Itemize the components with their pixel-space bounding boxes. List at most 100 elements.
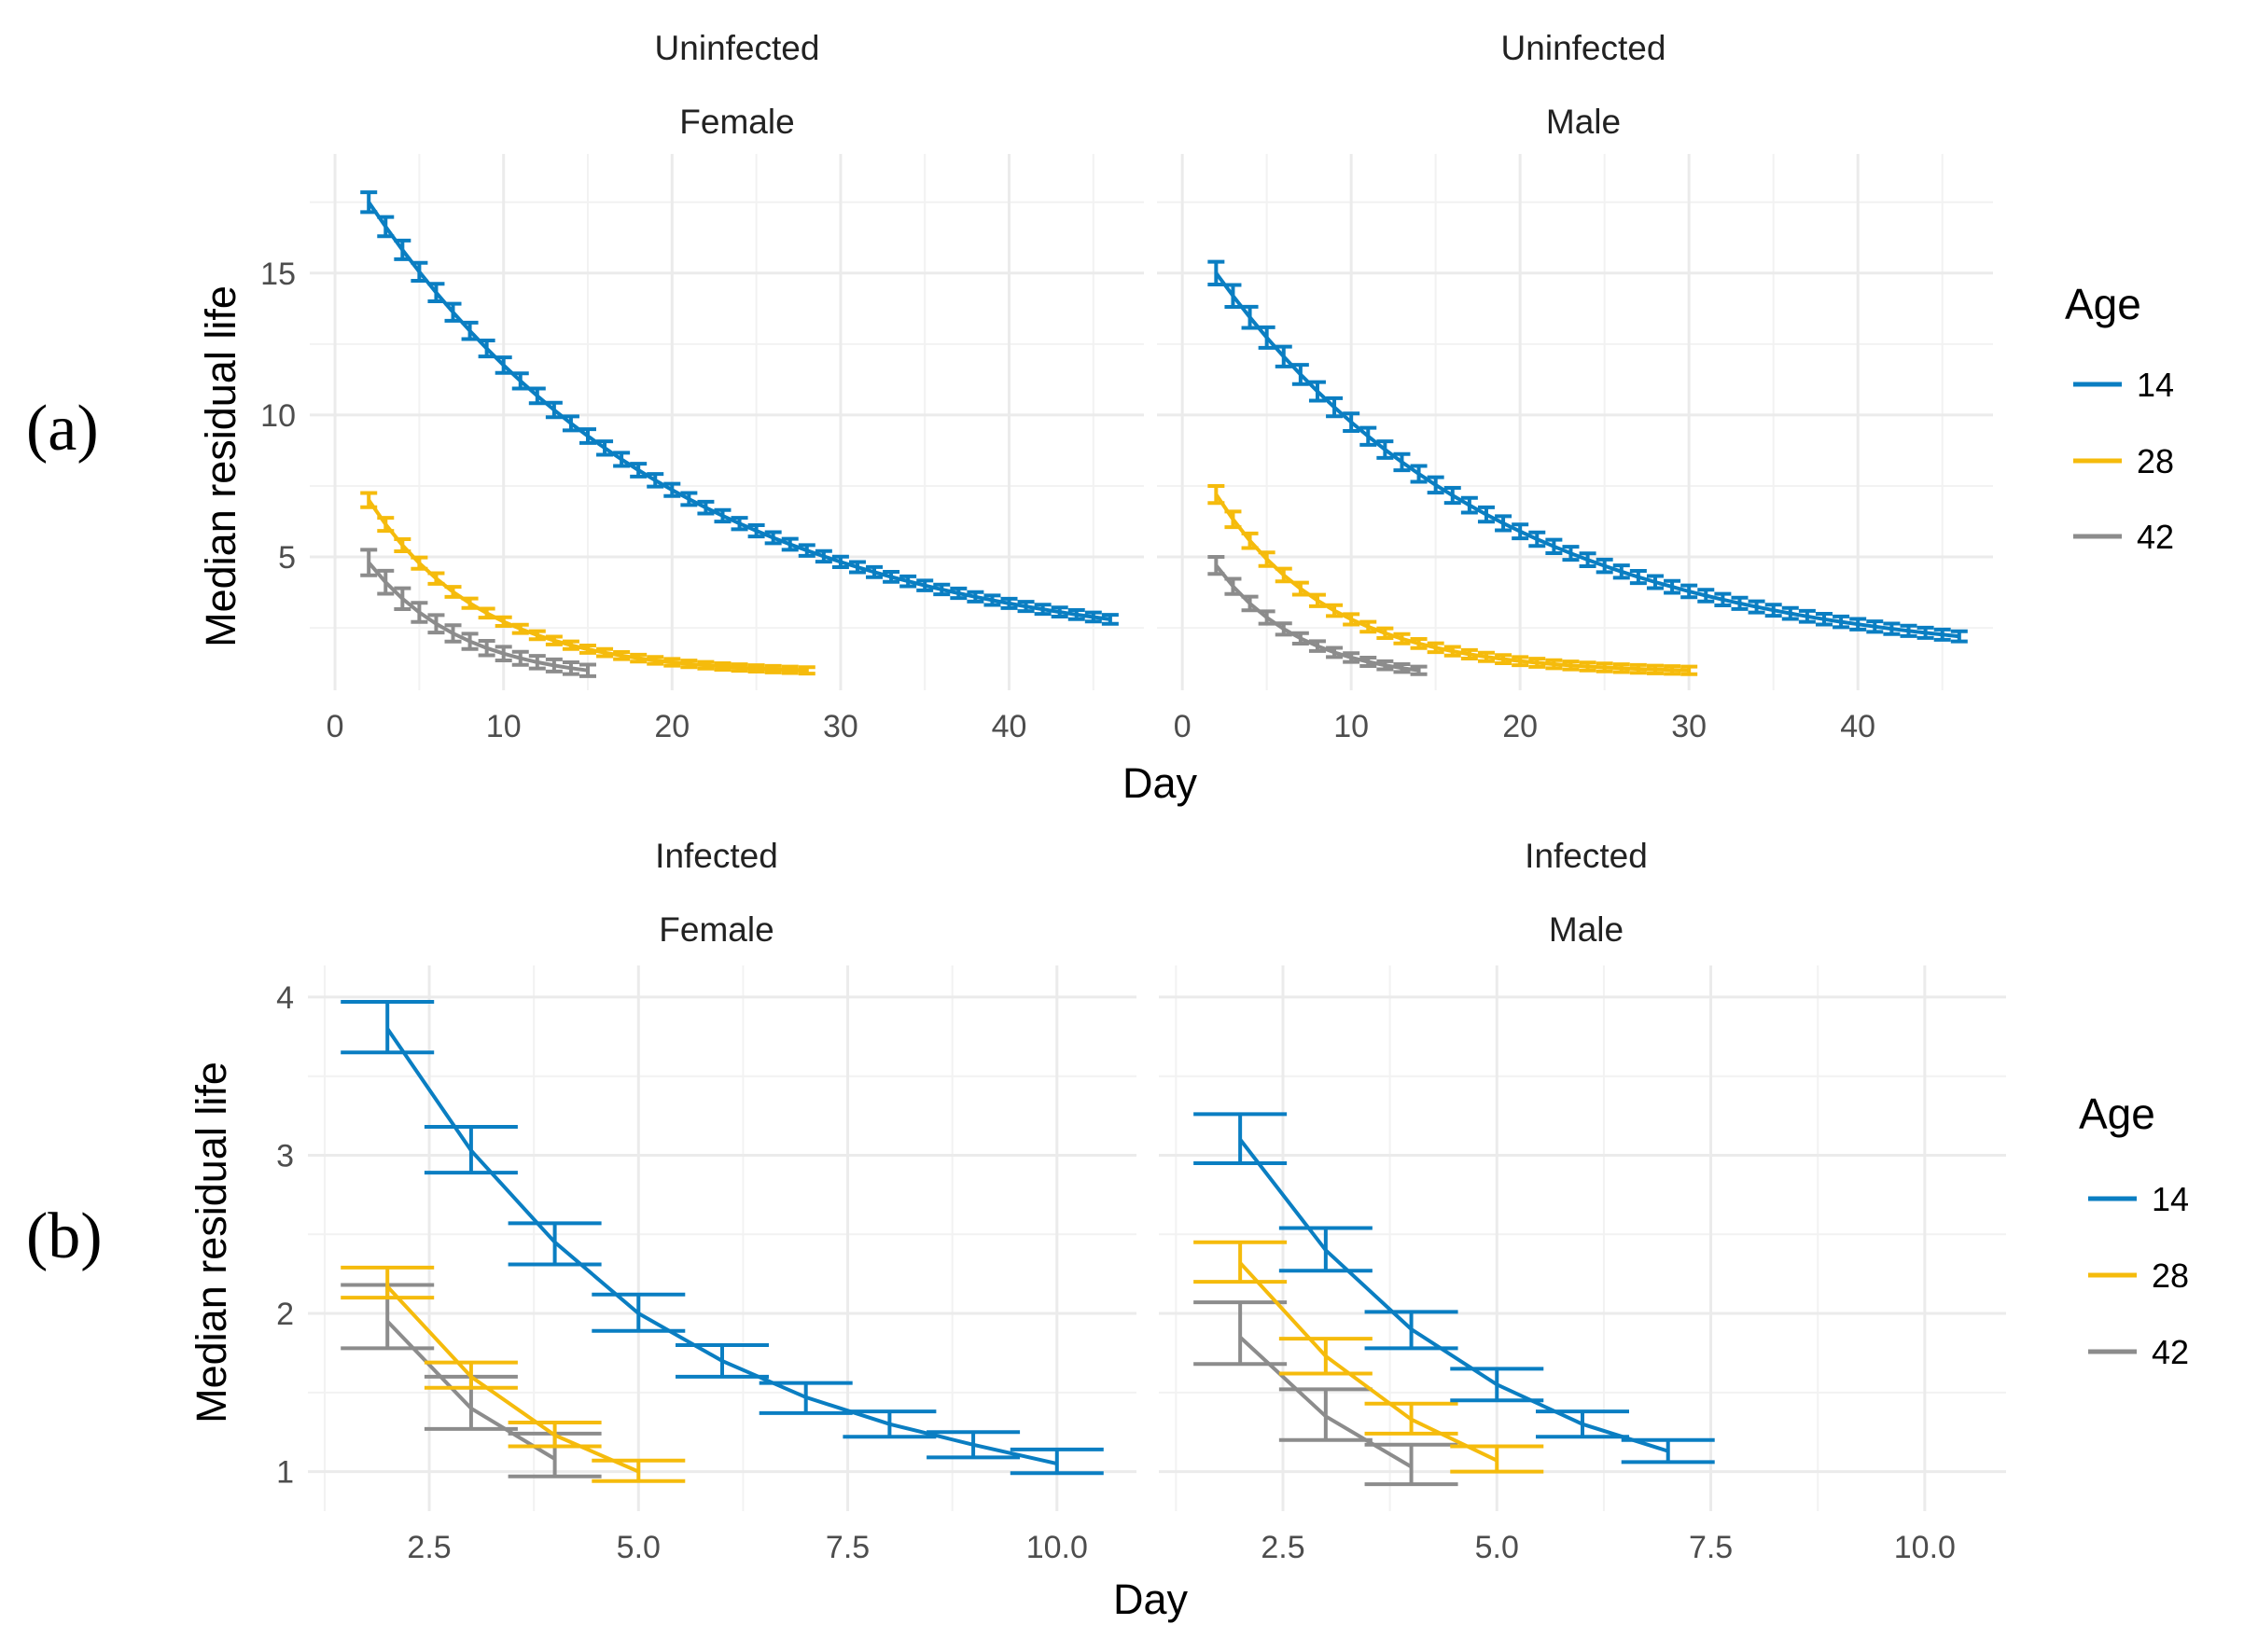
errorbar-age-14 bbox=[1697, 588, 1715, 604]
errorbar-age-28 bbox=[1427, 641, 1444, 655]
errorbar-age-28 bbox=[545, 634, 563, 646]
errorbar-age-14 bbox=[1067, 608, 1085, 621]
errorbar-age-42 bbox=[1376, 659, 1394, 672]
errorbar-age-14 bbox=[967, 590, 984, 604]
errorbar-age-42 bbox=[1224, 576, 1242, 596]
errorbar-age-42 bbox=[511, 649, 529, 667]
x-tick-label: 0 bbox=[1174, 709, 1192, 744]
errorbar-age-14 bbox=[528, 386, 546, 406]
legend-title-a: Age bbox=[2065, 280, 2141, 328]
errorbar-age-28 bbox=[596, 646, 614, 659]
x-tick-label: 7.5 bbox=[1689, 1530, 1733, 1565]
x-tick-label: 10.0 bbox=[1894, 1530, 1956, 1565]
errorbar-age-42 bbox=[1193, 1300, 1288, 1367]
errorbar-age-42 bbox=[478, 639, 495, 658]
errorbar-age-14 bbox=[714, 507, 732, 524]
x-tick-label: 2.5 bbox=[1261, 1530, 1304, 1565]
errorbar-age-14 bbox=[1410, 464, 1428, 484]
errorbar-age-14 bbox=[1731, 595, 1749, 611]
errorbar-age-28 bbox=[511, 622, 529, 635]
errorbar-age-14 bbox=[1815, 611, 1833, 627]
errorbar-age-28 bbox=[1410, 637, 1428, 650]
series-line-age-14 bbox=[385, 1027, 1058, 1466]
errorbar-age-42 bbox=[1410, 664, 1428, 676]
errorbar-age-42 bbox=[1393, 661, 1411, 674]
errorbar-age-14 bbox=[596, 439, 614, 457]
panel-label-b: (b) bbox=[26, 1201, 103, 1272]
errorbar-age-14 bbox=[916, 578, 934, 592]
errorbar-age-42 bbox=[1278, 1387, 1373, 1442]
errorbar-age-14 bbox=[764, 530, 782, 546]
y-axis-title-a: Median residual life bbox=[197, 285, 244, 647]
errorbar-age-14 bbox=[1866, 619, 1884, 634]
errorbar-age-42 bbox=[427, 613, 445, 635]
errorbar-age-14 bbox=[478, 338, 495, 359]
errorbar-age-14 bbox=[1101, 613, 1119, 626]
errorbar-age-14 bbox=[731, 516, 748, 532]
errorbar-age-42 bbox=[1326, 646, 1344, 659]
y-tick-label: 10 bbox=[260, 398, 296, 434]
errorbar-age-14 bbox=[1326, 396, 1344, 419]
errorbar-age-42 bbox=[461, 632, 479, 651]
errorbar-age-28 bbox=[1596, 661, 1613, 673]
errorbar-age-14 bbox=[899, 574, 917, 589]
errorbar-age-14 bbox=[1359, 425, 1377, 447]
errorbar-age-14 bbox=[1562, 545, 1580, 562]
errorbar-age-14 bbox=[592, 1292, 686, 1333]
errorbar-age-28 bbox=[1343, 612, 1360, 627]
errorbar-age-42 bbox=[1291, 631, 1309, 646]
errorbar-age-42 bbox=[1207, 555, 1225, 576]
x-tick-label: 20 bbox=[1502, 709, 1538, 744]
errorbar-age-28 bbox=[1224, 509, 1242, 530]
strip-row-a-male: Uninfected bbox=[1501, 29, 1666, 67]
y-tick-label: 2 bbox=[276, 1297, 294, 1332]
errorbar-age-14 bbox=[933, 582, 951, 597]
errorbar-age-14 bbox=[680, 491, 698, 507]
errorbar-age-28 bbox=[1477, 650, 1495, 663]
errorbar-age-28 bbox=[1629, 662, 1647, 675]
errorbar-age-28 bbox=[528, 629, 546, 642]
legend-label-14-b: 14 bbox=[2152, 1180, 2189, 1218]
errorbar-age-14 bbox=[831, 554, 849, 569]
errorbar-age-28 bbox=[495, 615, 512, 628]
errorbar-age-14 bbox=[377, 215, 395, 239]
plot-infected-male: 2.5 5.0 7.5 10.0 bbox=[1159, 965, 2006, 1565]
errorbar-age-42 bbox=[1343, 651, 1360, 664]
errorbar-age-14 bbox=[508, 1221, 602, 1267]
errorbar-age-42 bbox=[360, 548, 378, 577]
errorbar-age-28 bbox=[411, 555, 428, 571]
errorbar-age-42 bbox=[1364, 1442, 1458, 1487]
errorbar-age-28 bbox=[613, 650, 631, 661]
x-tick-label: 0 bbox=[327, 709, 344, 744]
errorbar-age-28 bbox=[1562, 659, 1580, 672]
x-tick-label: 40 bbox=[992, 709, 1027, 744]
errorbar-age-28 bbox=[424, 1360, 518, 1390]
errorbar-age-28 bbox=[1460, 647, 1478, 660]
legend-label-42-a: 42 bbox=[2137, 518, 2174, 556]
errorbar-age-28 bbox=[1241, 531, 1259, 550]
errorbar-age-14 bbox=[1629, 568, 1647, 586]
errorbar-age-42 bbox=[545, 657, 563, 673]
errorbar-age-14 bbox=[781, 536, 799, 552]
errorbar-age-14 bbox=[1714, 591, 1732, 607]
errorbar-age-14 bbox=[1883, 621, 1901, 636]
errorbar-age-28 bbox=[781, 664, 799, 675]
errorbar-age-42 bbox=[579, 662, 596, 678]
errorbar-age-28 bbox=[1450, 1444, 1544, 1474]
errorbar-age-14 bbox=[1393, 451, 1411, 473]
errorbar-age-14 bbox=[759, 1381, 853, 1415]
legend-b: Age 14 28 42 bbox=[2079, 1090, 2189, 1371]
errorbar-age-28 bbox=[1193, 1240, 1288, 1284]
errorbar-age-14 bbox=[1364, 1310, 1458, 1351]
errorbar-age-28 bbox=[394, 536, 411, 553]
errorbar-age-14 bbox=[545, 400, 563, 420]
series-line-age-28 bbox=[385, 1284, 640, 1474]
errorbar-age-14 bbox=[562, 414, 579, 433]
errorbar-age-28 bbox=[1278, 1337, 1373, 1376]
errorbar-age-14 bbox=[676, 1342, 769, 1379]
errorbar-age-14 bbox=[1680, 583, 1698, 600]
errorbar-age-14 bbox=[444, 301, 462, 323]
errorbar-age-28 bbox=[562, 639, 579, 651]
errorbar-age-28 bbox=[630, 652, 648, 664]
